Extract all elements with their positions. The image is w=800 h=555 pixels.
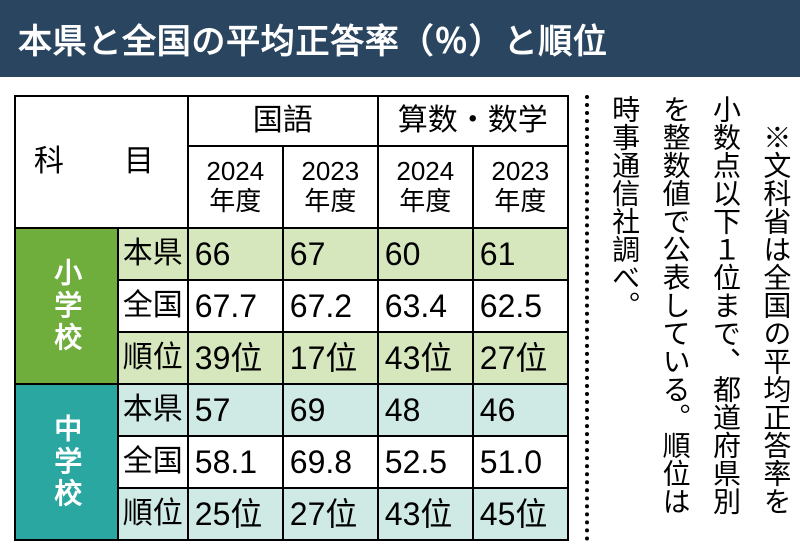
value-cell: 69.8 [283, 436, 378, 488]
footnote-text: ※文科省は全国の平均正答率を小数点以下１位まで、都道府県別を整数値で公表している… [599, 95, 800, 525]
row-category: 順位 [118, 488, 188, 540]
row-category: 本県 [118, 228, 188, 280]
value-cell: 48 [378, 384, 473, 436]
value-cell: 45位 [473, 488, 568, 540]
year-header: 2023年度 [283, 146, 378, 228]
data-table: 科 目 国語 算数・数学 2024年度 2023年度 2024年度 2023年度… [14, 95, 569, 541]
page-title: 本県と全国の平均正答率（％）と順位 [0, 0, 800, 77]
data-table-wrapper: 科 目 国語 算数・数学 2024年度 2023年度 2024年度 2023年度… [14, 95, 569, 541]
group-header-sansu: 算数・数学 [378, 96, 568, 146]
row-category: 本県 [118, 384, 188, 436]
table-row: 小学校 本県 66 67 60 61 [15, 228, 568, 280]
value-cell: 57 [188, 384, 283, 436]
year-header: 2024年度 [378, 146, 473, 228]
value-cell: 43位 [378, 332, 473, 384]
row-category: 順位 [118, 332, 188, 384]
value-cell: 61 [473, 228, 568, 280]
table-row: 中学校 本県 57 69 48 46 [15, 384, 568, 436]
value-cell: 67.7 [188, 280, 283, 332]
group-header-kokugo: 国語 [188, 96, 378, 146]
value-cell: 67.2 [283, 280, 378, 332]
school-label-elementary: 小学校 [15, 228, 118, 384]
school-label-junior-high: 中学校 [15, 384, 118, 540]
value-cell: 66 [188, 228, 283, 280]
value-cell: 39位 [188, 332, 283, 384]
value-cell: 46 [473, 384, 568, 436]
value-cell: 62.5 [473, 280, 568, 332]
value-cell: 27位 [473, 332, 568, 384]
value-cell: 17位 [283, 332, 378, 384]
value-cell: 69 [283, 384, 378, 436]
year-header: 2023年度 [473, 146, 568, 228]
subject-header: 科 目 [15, 96, 188, 228]
value-cell: 58.1 [188, 436, 283, 488]
value-cell: 27位 [283, 488, 378, 540]
year-header: 2024年度 [188, 146, 283, 228]
value-cell: 43位 [378, 488, 473, 540]
row-category: 全国 [118, 436, 188, 488]
value-cell: 67 [283, 228, 378, 280]
value-cell: 63.4 [378, 280, 473, 332]
value-cell: 51.0 [473, 436, 568, 488]
content-row: 科 目 国語 算数・数学 2024年度 2023年度 2024年度 2023年度… [0, 77, 800, 555]
row-category: 全国 [118, 280, 188, 332]
value-cell: 60 [378, 228, 473, 280]
footnote-area: ※文科省は全国の平均正答率を小数点以下１位まで、都道府県別を整数値で公表している… [585, 95, 800, 541]
value-cell: 52.5 [378, 436, 473, 488]
value-cell: 25位 [188, 488, 283, 540]
